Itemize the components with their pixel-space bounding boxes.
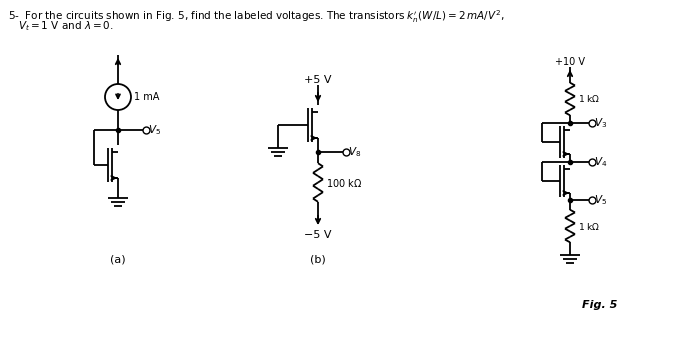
Text: 1 k$\Omega$: 1 k$\Omega$ <box>578 94 601 104</box>
Text: (b): (b) <box>310 255 326 265</box>
Text: 5-  For the circuits shown in Fig. 5, find the labeled voltages. The transistors: 5- For the circuits shown in Fig. 5, fin… <box>8 8 505 25</box>
Text: (a): (a) <box>110 255 126 265</box>
Text: $V_8$: $V_8$ <box>348 145 361 159</box>
Text: 100 k$\Omega$: 100 k$\Omega$ <box>326 177 363 189</box>
Text: −5 V: −5 V <box>304 230 332 240</box>
Text: 1 mA: 1 mA <box>134 92 160 102</box>
Text: $V_4$: $V_4$ <box>594 155 608 169</box>
Text: $V_t = 1$ V and $\lambda =0$.: $V_t = 1$ V and $\lambda =0$. <box>18 19 114 33</box>
Text: +10 V: +10 V <box>555 57 585 67</box>
Text: 1 k$\Omega$: 1 k$\Omega$ <box>578 220 601 232</box>
Text: +5 V: +5 V <box>304 75 332 85</box>
Text: $V_5$: $V_5$ <box>148 123 161 137</box>
Text: $V_5$: $V_5$ <box>594 193 607 207</box>
Text: Fig. 5: Fig. 5 <box>582 300 617 310</box>
Text: $V_3$: $V_3$ <box>594 116 607 130</box>
